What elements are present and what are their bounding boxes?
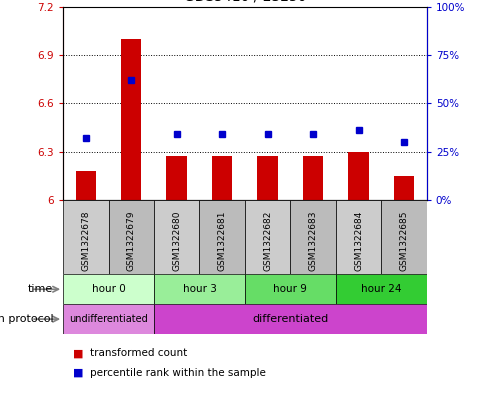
Text: GSM1322678: GSM1322678 bbox=[81, 211, 90, 271]
Bar bbox=[63, 304, 153, 334]
Text: hour 24: hour 24 bbox=[360, 284, 401, 294]
Bar bbox=[108, 200, 153, 274]
Bar bbox=[335, 274, 426, 304]
Text: GSM1322682: GSM1322682 bbox=[263, 211, 272, 271]
Text: transformed count: transformed count bbox=[90, 348, 187, 358]
Bar bbox=[393, 176, 413, 200]
Bar bbox=[63, 274, 153, 304]
Bar bbox=[302, 156, 323, 200]
Text: GSM1322679: GSM1322679 bbox=[126, 211, 136, 271]
Bar bbox=[290, 200, 335, 274]
Bar bbox=[199, 200, 244, 274]
Text: time: time bbox=[28, 284, 53, 294]
Bar bbox=[153, 274, 244, 304]
Text: growth protocol: growth protocol bbox=[0, 314, 53, 324]
Bar bbox=[348, 152, 368, 200]
Text: undifferentiated: undifferentiated bbox=[69, 314, 148, 324]
Bar bbox=[380, 200, 426, 274]
Bar bbox=[76, 171, 96, 200]
Text: GSM1322680: GSM1322680 bbox=[172, 211, 181, 271]
Bar bbox=[166, 156, 186, 200]
Text: percentile rank within the sample: percentile rank within the sample bbox=[90, 367, 265, 378]
Bar bbox=[63, 200, 108, 274]
Bar bbox=[153, 304, 426, 334]
Text: GSM1322681: GSM1322681 bbox=[217, 211, 226, 271]
Text: GDS5410 / 23250: GDS5410 / 23250 bbox=[183, 0, 305, 3]
Bar bbox=[121, 39, 141, 200]
Bar bbox=[335, 200, 380, 274]
Bar bbox=[212, 156, 232, 200]
Bar bbox=[244, 200, 290, 274]
Text: GSM1322683: GSM1322683 bbox=[308, 211, 317, 271]
Bar bbox=[257, 156, 277, 200]
Text: ■: ■ bbox=[73, 367, 83, 378]
Bar bbox=[244, 274, 335, 304]
Text: hour 9: hour 9 bbox=[273, 284, 307, 294]
Text: ■: ■ bbox=[73, 348, 83, 358]
Text: GSM1322685: GSM1322685 bbox=[399, 211, 408, 271]
Text: differentiated: differentiated bbox=[252, 314, 328, 324]
Bar bbox=[153, 200, 199, 274]
Text: GSM1322684: GSM1322684 bbox=[353, 211, 363, 271]
Text: hour 0: hour 0 bbox=[91, 284, 125, 294]
Text: hour 3: hour 3 bbox=[182, 284, 216, 294]
